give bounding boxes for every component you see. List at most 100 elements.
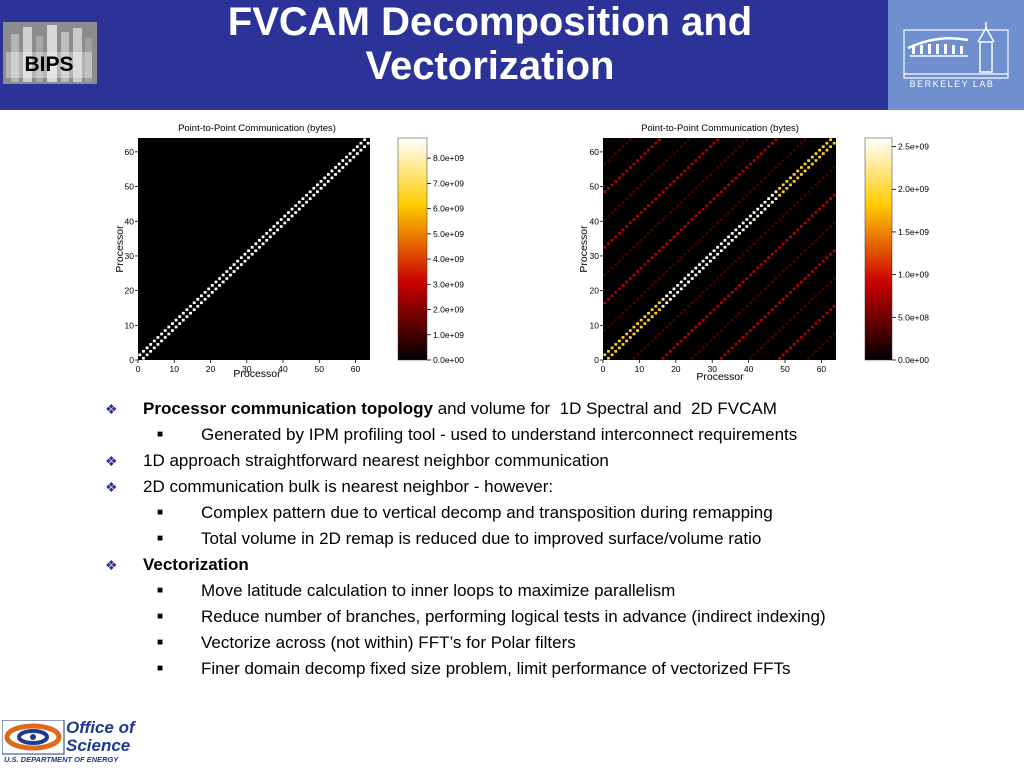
diamond-bullet-icon: ❖ (105, 557, 118, 573)
y-tick-label: 0 (129, 355, 134, 365)
heatmap-cell (712, 336, 716, 339)
heatmap-cell (774, 190, 778, 194)
heatmap-cell (294, 211, 298, 214)
heatmap-cell (814, 349, 818, 353)
heatmap-cell (610, 183, 614, 187)
heatmap-cell (628, 193, 632, 197)
heatmap-cell (825, 256, 829, 260)
heatmap-cell (756, 207, 760, 211)
heatmap-cell (694, 266, 698, 270)
heatmap-cell (261, 242, 265, 246)
sub-bullet-item: ■ Generated by IPM profiling tool - used … (100, 422, 1000, 448)
heatmap-cell (628, 138, 632, 142)
heatmap-cell (636, 329, 640, 332)
heatmap-cell (196, 297, 200, 301)
heatmap-cell (665, 186, 669, 190)
heatmap-cell (796, 228, 800, 232)
heatmap-cell (210, 291, 214, 294)
heatmap-cell (756, 294, 760, 298)
heatmap-cell (810, 325, 814, 329)
heatmap-cell (734, 148, 738, 152)
heatmap-cell (832, 277, 836, 280)
heatmap-cell (639, 238, 643, 242)
heatmap-cell (665, 294, 669, 298)
heatmap-cell (625, 197, 629, 201)
heatmap-cell (701, 346, 705, 350)
heatmap-cell (814, 266, 818, 270)
heatmap-cell (683, 197, 687, 201)
heatmap-cell (759, 235, 763, 239)
slide-title: FVCAM Decomposition and Vectorization (110, 0, 870, 88)
heatmap-cell (723, 238, 727, 242)
heatmap-cell (752, 186, 756, 190)
heatmap-cell (778, 218, 781, 221)
heatmap-cell (683, 308, 687, 312)
heatmap-cell (654, 304, 658, 308)
heatmap-cell (781, 353, 785, 357)
heatmap-cell (719, 162, 723, 166)
heatmap-cell (767, 228, 771, 232)
heatmap-cell (149, 343, 153, 346)
heatmap-cell (745, 249, 749, 253)
heatmap-cell (789, 207, 792, 211)
y-tick-label: 0 (594, 355, 599, 365)
x-tick-label: 20 (671, 364, 681, 374)
heatmap-cell (767, 339, 771, 343)
heatmap-cell (672, 287, 676, 291)
heatmap-cell (683, 141, 687, 145)
heatmap-cell (654, 197, 658, 201)
heatmap-cell (672, 294, 676, 298)
heatmap-cell (639, 183, 643, 187)
diamond-bullet-icon: ❖ (105, 479, 118, 495)
heatmap-cell (749, 214, 752, 218)
heatmap-cell (603, 245, 607, 249)
heatmap-cell (727, 211, 731, 214)
heatmap-cell (647, 176, 650, 180)
heatmap-cell (243, 259, 247, 263)
heatmap-cell (825, 228, 829, 232)
heatmap-cell (603, 162, 607, 166)
slide-title-line2: Vectorization (365, 44, 615, 88)
heatmap-cell (621, 343, 625, 346)
heatmap-cell (661, 356, 665, 360)
heatmap-cell (639, 294, 643, 298)
heatmap-cell (690, 329, 694, 332)
heatmap-cell (232, 263, 236, 266)
berkeley-lab-label: BERKELEY LAB (909, 79, 995, 89)
heatmap-cell (614, 263, 618, 266)
heatmap-cell (607, 242, 610, 246)
heatmap-cell (665, 270, 669, 273)
heatmap-cell (785, 266, 789, 270)
heatmap-cell (268, 228, 272, 232)
heatmap-cell (785, 349, 789, 353)
heatmap-cell (181, 318, 185, 322)
heatmap-cell (708, 200, 712, 204)
chart-2-title: Point-to-Point Communication (bytes) (641, 123, 799, 134)
chart-2-colorbar (864, 137, 893, 361)
heatmap-cell (352, 148, 356, 152)
heatmap-cell (705, 232, 709, 235)
heatmap-cell (341, 166, 345, 169)
heatmap-cell (650, 228, 654, 232)
heatmap-cell (712, 141, 716, 145)
heatmap-cell (272, 232, 276, 235)
heatmap-cell (621, 228, 625, 232)
heatmap-cell (668, 238, 672, 242)
heatmap-cell (829, 138, 832, 142)
heatmap-cell (301, 197, 305, 201)
heatmap-cell (152, 346, 156, 350)
heatmap-cell (803, 193, 807, 197)
berkeley-lab-graphic (903, 22, 1009, 79)
heatmap-cell (723, 325, 727, 329)
heatmap-cell (770, 225, 774, 228)
heatmap-cell (716, 332, 720, 336)
heatmap-cell (690, 356, 694, 360)
heatmap-cell (632, 273, 636, 277)
heatmap-cell (821, 315, 825, 318)
heatmap-cell (283, 221, 287, 225)
heatmap-cell (745, 332, 749, 336)
heatmap-cell (326, 180, 330, 183)
heatmap-cell (617, 204, 621, 207)
heatmap-cell (723, 186, 727, 190)
heatmap-cell (171, 322, 174, 325)
